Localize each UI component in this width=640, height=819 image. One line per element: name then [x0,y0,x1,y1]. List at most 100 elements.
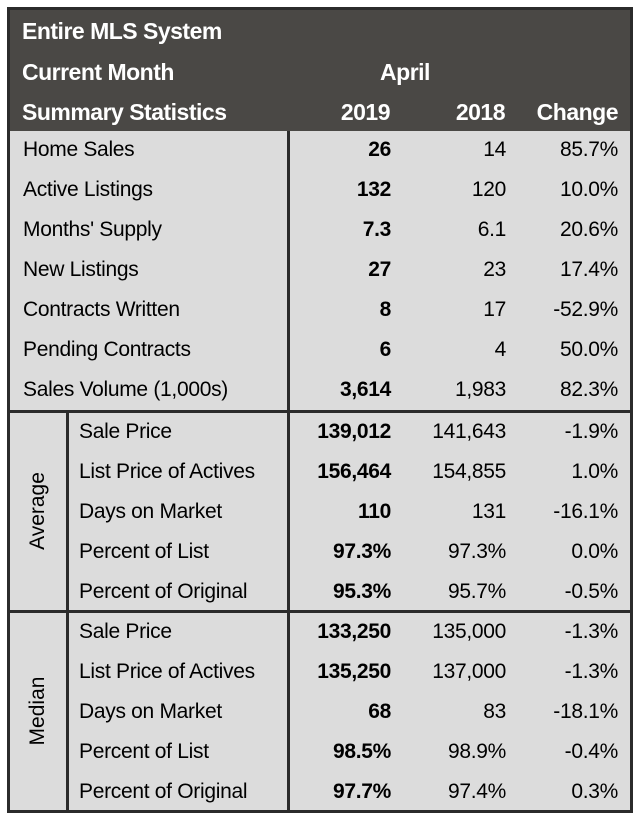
value-change: 50.0% [559,338,618,361]
value-2018: 141,643 [432,420,506,443]
value-2018: 95.7% [447,580,506,603]
value-2019: 68 [368,700,391,723]
value-2019: 8 [379,298,392,321]
value-2019: 3,614 [339,378,391,401]
table-row: Months' Supply 7.3 6.1 20.6% [10,211,630,251]
row-label: Sales Volume (1,000s) [23,378,228,401]
value-change: -18.1% [553,700,618,723]
value-2018: 14 [483,138,506,161]
value-2018: 97.4% [447,780,506,803]
value-2018: 17 [483,298,506,321]
table-row: Days on Market 68 83 -18.1% [10,693,630,733]
value-2018: 97.3% [447,540,506,563]
column-header-change: Change [536,99,619,125]
current-month-label: Current Month [22,59,174,85]
row-label: Percent of Original [79,580,248,603]
value-change: -0.5% [564,580,619,603]
value-change: -0.4% [564,740,619,763]
table-row: Active Listings 132 120 10.0% [10,171,630,211]
value-2019: 97.7% [332,780,391,803]
table-row: List Price of Actives 135,250 137,000 -1.3% [10,653,630,693]
value-2018: 154,855 [432,460,506,483]
table-row: Percent of List 98.5% 98.9% -0.4% [10,733,630,773]
table-row: List Price of Actives 156,464 154,855 1.0% [10,453,630,493]
value-2019: 6 [379,338,392,361]
value-2018: 4 [494,338,507,361]
value-2018: 120 [471,178,506,201]
row-label: Percent of Original [79,780,248,803]
value-2019: 98.5% [332,740,391,763]
value-change: -1.9% [564,420,619,443]
summary-statistics-label: Summary Statistics [22,99,227,125]
row-label: Contracts Written [23,298,180,321]
value-change: -52.9% [553,298,618,321]
value-change: 17.4% [559,258,618,281]
row-label: Sale Price [79,620,172,643]
table-row: Sales Volume (1,000s) 3,614 1,983 82.3% [10,371,630,411]
table-row: New Listings 27 23 17.4% [10,251,630,291]
value-2019: 95.3% [332,580,391,603]
row-label: List Price of Actives [79,660,255,683]
table-row: Sale Price 133,250 135,000 -1.3% [10,613,630,653]
table-header: Entire MLS System Current Month April Su… [10,10,630,131]
group-label-median: Median [26,676,49,746]
row-label: Months' Supply [23,218,162,241]
value-2018: 135,000 [432,620,506,643]
row-label: Active Listings [23,178,153,201]
value-2018: 137,000 [432,660,506,683]
value-2019: 7.3 [362,218,392,241]
row-label: Pending Contracts [23,338,191,361]
value-2019: 110 [358,500,391,523]
row-label: Sale Price [79,420,172,443]
row-label: Percent of List [79,740,209,763]
table-row: Percent of Original 97.7% 97.4% 0.3% [10,773,630,813]
table-row: Pending Contracts 6 4 50.0% [10,331,630,371]
row-label: Days on Market [79,700,222,723]
value-2019: 135,250 [317,660,391,683]
value-change: 20.6% [559,218,618,241]
section-divider-median [10,610,630,613]
value-change: 1.0% [571,460,618,483]
row-label: List Price of Actives [79,460,255,483]
value-2019: 139,012 [317,420,391,443]
value-2019: 156,464 [317,460,391,483]
table-row: Days on Market 110 131 -16.1% [10,493,630,533]
value-2019: 26 [368,138,391,161]
value-change: 0.0% [571,540,618,563]
row-label: Percent of List [79,540,209,563]
value-2019: 27 [368,258,391,281]
value-2018: 98.9% [447,740,506,763]
table-row: Percent of List 97.3% 97.3% 0.0% [10,533,630,573]
table-title: Entire MLS System [22,18,222,44]
value-2018: 23 [483,258,506,281]
row-label: Days on Market [79,500,222,523]
table-body: Home Sales 26 14 85.7% Active Listings 132 120… [10,131,630,810]
table-row: Percent of Original 95.3% 95.7% -0.5% [10,573,630,613]
stats-table: Entire MLS System Current Month April Su… [7,7,633,813]
row-label: Home Sales [23,138,135,161]
value-change: -16.1% [553,500,618,523]
table-row: Sale Price 139,012 141,643 -1.9% [10,413,630,453]
value-change: 10.0% [559,178,618,201]
group-label-average: Average [26,472,49,550]
value-2018: 6.1 [477,218,507,241]
value-change: 0.3% [571,780,618,803]
value-2019: 132 [356,178,391,201]
value-change: -1.3% [564,660,619,683]
value-2019: 133,250 [317,620,391,643]
value-2018: 83 [483,700,506,723]
value-change: -1.3% [564,620,619,643]
section-divider-average [10,410,630,413]
value-2019: 97.3% [332,540,391,563]
column-header-2019: 2019 [340,99,391,125]
table-row: Home Sales 26 14 85.7% [10,131,630,171]
value-change: 82.3% [559,378,618,401]
value-change: 85.7% [559,138,618,161]
value-2018: 131 [471,500,506,523]
column-header-2018: 2018 [455,99,506,125]
value-2018: 1,983 [454,378,506,401]
row-label: New Listings [23,258,139,281]
column-divider-2019 [287,131,290,810]
month-label: April [380,59,430,85]
table-row: Contracts Written 8 17 -52.9% [10,291,630,331]
